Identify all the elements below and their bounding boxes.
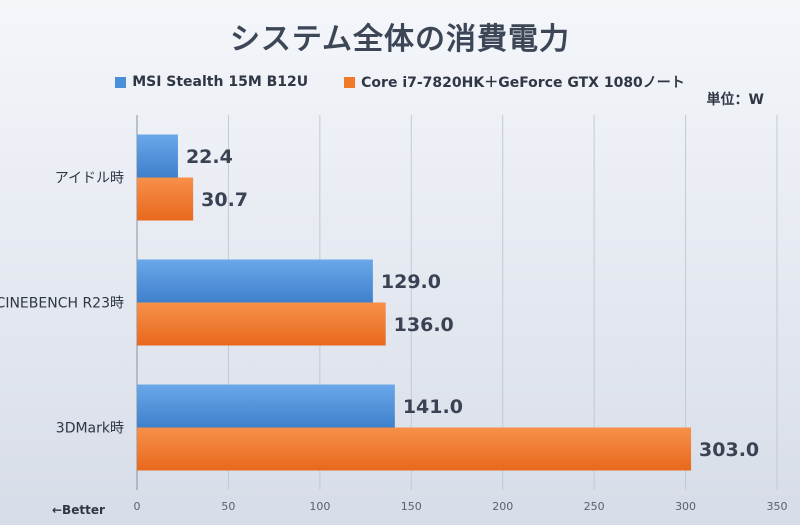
bar-gtx1080-note-1 [137, 302, 386, 346]
data-label: 141.0 [403, 396, 463, 418]
data-label: 129.0 [381, 271, 441, 293]
legend-item-series-1: MSI Stealth 15M B12U [115, 72, 308, 92]
legend-item-series-2: Core i7-7820HK＋GeForce GTX 1080ノート [344, 72, 685, 92]
legend-swatch-series-1 [115, 76, 127, 88]
legend-label-series-1: MSI Stealth 15M B12U [132, 74, 309, 90]
x-tick-label: 100 [309, 500, 330, 513]
x-tick-label: 300 [675, 500, 696, 513]
unit-label: 単位：W [706, 92, 764, 108]
bar-msi-stealth-1 [137, 259, 373, 303]
chart-title: システム全体の消費電力 [229, 22, 571, 57]
category-label: CINEBENCH R23時 [0, 296, 124, 312]
x-tick-label: 350 [767, 500, 788, 513]
bar-msi-stealth-0 [137, 134, 178, 178]
data-label: 30.7 [201, 189, 248, 211]
legend: MSI Stealth 15M B12U Core i7-7820HK＋GeFo… [0, 72, 800, 92]
x-tick-label: 250 [584, 500, 605, 513]
bar-msi-stealth-2 [137, 384, 395, 428]
data-label: 22.4 [186, 146, 233, 168]
category-label: 3DMark時 [56, 421, 124, 437]
category-label: アイドル時 [55, 171, 124, 187]
x-tick-label: 150 [401, 500, 422, 513]
x-tick-label: 0 [134, 500, 141, 513]
legend-label-series-2: Core i7-7820HK＋GeForce GTX 1080ノート [361, 75, 685, 91]
better-label: ←Better [52, 503, 105, 517]
data-label: 303.0 [699, 439, 759, 461]
bar-gtx1080-note-0 [137, 177, 194, 221]
legend-swatch-series-2 [344, 76, 356, 88]
x-tick-label: 200 [492, 500, 513, 513]
bar-gtx1080-note-2 [137, 427, 692, 471]
data-label: 136.0 [394, 314, 454, 336]
x-tick-label: 50 [221, 500, 235, 513]
